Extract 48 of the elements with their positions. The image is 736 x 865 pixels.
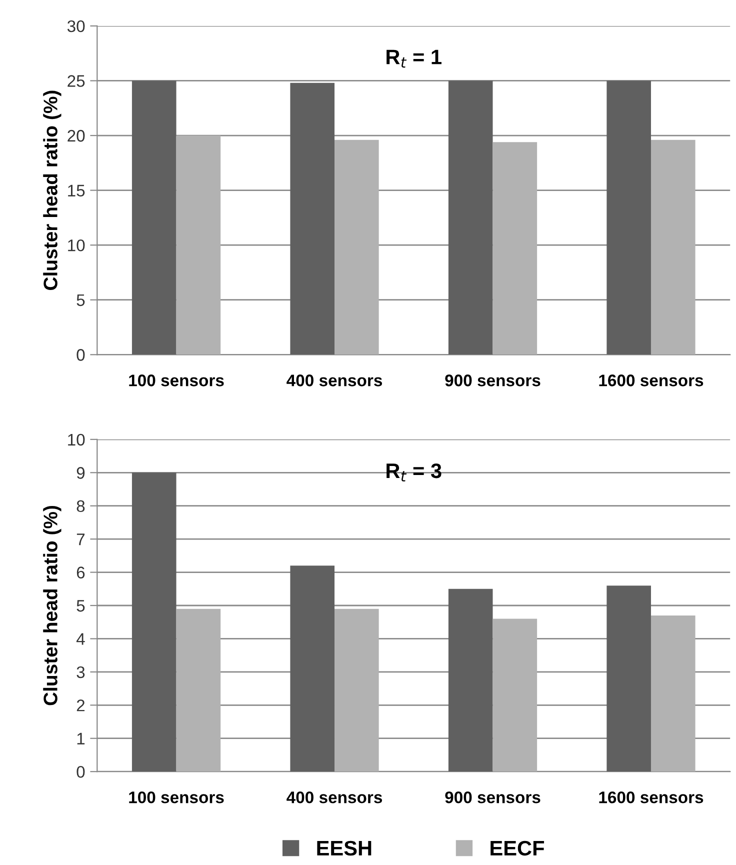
bar bbox=[176, 136, 221, 355]
y-tick-label: 4 bbox=[76, 633, 85, 645]
bar bbox=[132, 472, 176, 772]
legend-label: EESH bbox=[317, 840, 372, 856]
y-tick-label: 10 bbox=[68, 434, 85, 446]
bar bbox=[132, 80, 176, 355]
x-tick-label: 100 sensors bbox=[129, 791, 224, 804]
y-tick-label: 20 bbox=[68, 130, 85, 142]
bar bbox=[650, 615, 696, 772]
y-tick-label: 5 bbox=[76, 600, 85, 612]
y-tick-label: 0 bbox=[76, 766, 85, 778]
y-tick-label: 6 bbox=[76, 566, 85, 578]
x-tick-label: 900 sensors bbox=[445, 374, 540, 386]
bar bbox=[334, 608, 379, 772]
bar bbox=[606, 80, 651, 355]
y-tick-label: 8 bbox=[76, 500, 85, 512]
bar bbox=[290, 566, 335, 772]
x-tick-label: 1600 sensors bbox=[599, 791, 704, 804]
y-tick-label: 3 bbox=[76, 666, 85, 678]
bar bbox=[448, 80, 493, 355]
x-tick-label: 400 sensors bbox=[286, 374, 382, 386]
bar bbox=[650, 140, 696, 355]
y-tick-label: 7 bbox=[76, 534, 85, 546]
y-tick-label: 25 bbox=[68, 75, 85, 87]
x-tick-label: 400 sensors bbox=[286, 791, 382, 804]
y-tick-label: 15 bbox=[68, 184, 85, 197]
y-tick-label: 9 bbox=[76, 467, 85, 479]
text: R$_{t}$ = 1 bbox=[386, 50, 442, 68]
bar bbox=[448, 588, 493, 772]
y-axis-title: Cluster head ratio (%) bbox=[43, 90, 62, 290]
y-tick-label: 5 bbox=[76, 294, 85, 306]
y-tick-label: 10 bbox=[68, 239, 85, 252]
y-tick-label: 1 bbox=[77, 732, 85, 744]
bar bbox=[334, 140, 379, 355]
legend-label: EECF bbox=[490, 840, 544, 856]
bar bbox=[176, 608, 221, 772]
y-tick-label: 0 bbox=[76, 349, 85, 361]
bar bbox=[492, 618, 538, 772]
bar bbox=[492, 142, 538, 355]
y-tick-label: 2 bbox=[76, 700, 85, 712]
bar bbox=[606, 586, 651, 772]
bar bbox=[290, 82, 335, 355]
y-tick-label: 30 bbox=[67, 20, 85, 32]
x-tick-label: 1600 sensors bbox=[599, 374, 704, 386]
text: R$_{t}$ = 3 bbox=[386, 463, 442, 482]
x-tick-label: 900 sensors bbox=[445, 791, 540, 804]
y-axis-title: Cluster head ratio (%) bbox=[43, 506, 62, 706]
x-tick-label: 100 sensors bbox=[129, 374, 224, 386]
